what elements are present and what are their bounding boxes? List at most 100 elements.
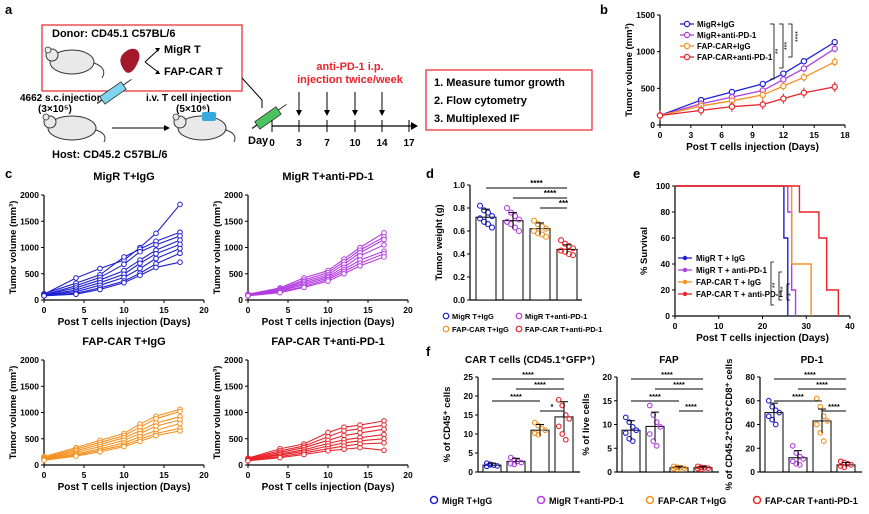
data-point [769, 416, 776, 423]
injection-arrowhead [324, 110, 330, 116]
significance-mark: ** [780, 286, 787, 292]
data-point [653, 419, 660, 425]
data-point [381, 447, 387, 454]
panel-f-flow-cytometry-charts: CAR T cells (CD45.1⁺GFP⁺) 0 5 10 15 20 25 % of … [429, 355, 862, 506]
subplot-title: FAP-CAR T+IgG [82, 336, 165, 348]
data-point [759, 91, 766, 99]
x-axis-label: Post T cells injection (Days) [262, 317, 395, 328]
significance-mark: ** [772, 282, 779, 288]
y-tick-label: 500 [641, 83, 655, 93]
data-point [542, 233, 550, 240]
series-line [659, 86, 835, 117]
y-tick-label: 0.2 [453, 272, 465, 282]
significance-bracket [786, 283, 790, 301]
y-tick-label: 1500 [224, 216, 243, 226]
data-point [542, 225, 550, 232]
survival-curve [675, 185, 840, 316]
significance-mark: **** [510, 392, 522, 401]
legend-marker [682, 291, 688, 297]
readout-box [425, 69, 593, 131]
schematic: Donor: CD45.1 C57BL/6 MigR T FAP-CAR T 4… [20, 24, 593, 161]
data-point [566, 415, 573, 422]
y-tick-label: 0.0 [453, 295, 465, 305]
x-tick-label: 15 [363, 470, 373, 480]
injection-arrowhead [296, 110, 302, 116]
x-tick-label: 18 [840, 130, 850, 140]
legend-marker [683, 53, 691, 61]
x-tick-label: 10 [323, 470, 333, 480]
y-tick-label: 0 [468, 467, 473, 477]
data-point [626, 419, 633, 425]
data-point [137, 260, 143, 267]
data-point [820, 413, 827, 420]
y-axis-label: Tumor volume (mm³) [8, 366, 19, 460]
x-tick-label: 9 [750, 130, 755, 140]
data-point [555, 396, 562, 403]
y-tick-label: 500 [25, 434, 39, 444]
significance-bracket [779, 23, 784, 69]
data-point [789, 443, 796, 449]
data-point [153, 255, 159, 262]
data-point [137, 265, 143, 272]
donor-box [41, 24, 243, 92]
y-tick-label: 0 [238, 295, 243, 305]
legend-label: FAP-CAR T + IgG [696, 278, 761, 287]
data-point [530, 217, 538, 224]
subplot-title: PD-1 [801, 355, 824, 366]
y-tick-label: 1500 [20, 381, 39, 391]
subplot-title: CAR T cells (CD45.1⁺GFP⁺) [465, 355, 595, 366]
legend-label: MigR T+anti-PD-1 [525, 312, 587, 321]
x-tick-label: 5 [286, 470, 291, 480]
x-tick-label: 40 [845, 321, 855, 331]
significance-mark: **** [795, 31, 802, 42]
data-point [535, 422, 542, 429]
data-point [357, 430, 363, 436]
individual-mouse-line [43, 243, 181, 296]
data-point [73, 291, 79, 298]
data-point [153, 264, 159, 271]
readout-item-2: 2. Flow cytometry [434, 95, 528, 107]
data-point [622, 414, 629, 421]
data-point [769, 403, 776, 410]
y-tick-label: 15 [603, 396, 613, 406]
data-point [848, 462, 855, 468]
x-tick-label: 6 [719, 130, 724, 140]
data-point [97, 449, 103, 455]
y-tick-label: 80 [746, 372, 756, 382]
x-tick-label: 5 [286, 305, 291, 315]
data-point [780, 82, 787, 90]
data-point [841, 464, 848, 471]
data-point [341, 446, 347, 453]
y-tick-label: 60 [746, 396, 756, 406]
significance-mark: **** [522, 370, 534, 379]
legend-label: FAP-CAR T+anti-PD-1 [525, 325, 602, 334]
x-tick-label: 5 [82, 470, 87, 480]
y-tick-label: 10 [464, 429, 474, 439]
data-point [137, 272, 143, 279]
data-point [121, 261, 127, 268]
data-point [657, 424, 664, 430]
significance-mark: ** [775, 48, 782, 54]
significance-mark: **** [661, 370, 673, 379]
y-tick-label: 1.0 [453, 180, 465, 190]
significance-mark: **** [816, 380, 828, 389]
timeline-day-label: 14 [376, 138, 388, 149]
migr-t-label: MigR T [164, 44, 201, 56]
significance-bracket [770, 261, 774, 306]
x-tick-label: 12 [779, 130, 789, 140]
y-tick-label: 20 [603, 372, 613, 382]
x-tick-label: 20 [403, 470, 413, 480]
iv-dose-label: (5×10⁶) [176, 104, 210, 115]
data-point [557, 247, 565, 254]
y-tick-label: 500 [229, 434, 243, 444]
panel-e-survival-chart: 0 20 40 60 80 100 0 10 20 30 40 Post T cells inject… [639, 181, 855, 344]
data-point [831, 38, 838, 46]
y-tick-label: 0 [238, 460, 243, 470]
y-tick-label: 2000 [20, 190, 39, 200]
injection-arrowhead [379, 110, 385, 116]
significance-mark: **** [649, 392, 661, 401]
y-tick-label: 15 [464, 410, 474, 420]
data-point [800, 58, 808, 65]
data-point [629, 438, 636, 444]
data-point [137, 248, 143, 255]
